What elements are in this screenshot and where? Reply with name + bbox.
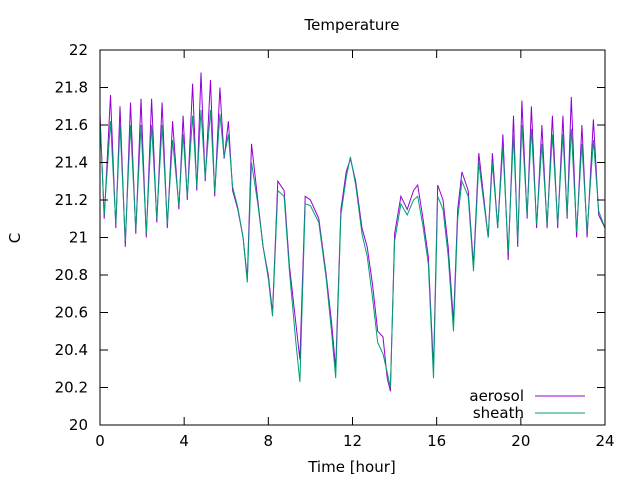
series-layer bbox=[99, 72, 606, 392]
x-tick-label: 20 bbox=[511, 432, 530, 450]
y-tick-label: 21.6 bbox=[55, 116, 88, 134]
y-tick-label: 20.8 bbox=[55, 266, 88, 284]
legend-label-sheath: sheath bbox=[473, 404, 524, 422]
y-tick-label: 22 bbox=[69, 41, 88, 59]
y-tick-label: 21.2 bbox=[55, 191, 88, 209]
chart-title: Temperature bbox=[303, 16, 399, 34]
x-tick-label: 0 bbox=[95, 432, 105, 450]
y-tick-label: 20.2 bbox=[55, 379, 88, 397]
x-tick-label: 8 bbox=[264, 432, 274, 450]
y-tick-label: 20 bbox=[69, 416, 88, 434]
x-axis-label: Time [hour] bbox=[307, 458, 396, 476]
x-tick-label: 24 bbox=[595, 432, 614, 450]
legend-label-aerosol: aerosol bbox=[469, 387, 524, 405]
ticks-layer: 0 4 8 12 16 20 24 20 20.2 20.4 20.6 20.8 21 21.2 21.4 2… bbox=[55, 41, 615, 450]
y-tick-label: 20.4 bbox=[55, 341, 88, 359]
y-tick-label: 20.6 bbox=[55, 304, 88, 322]
y-axis-label: C bbox=[6, 233, 24, 243]
y-tick-label: 21.4 bbox=[55, 154, 88, 172]
series-line-sheath bbox=[99, 109, 606, 388]
x-tick-label: 16 bbox=[427, 432, 446, 450]
y-tick-label: 21.8 bbox=[55, 79, 88, 97]
x-tick-label: 4 bbox=[179, 432, 189, 450]
plot-frame bbox=[99, 49, 606, 426]
x-tick-label: 12 bbox=[343, 432, 362, 450]
y-tick-label: 21 bbox=[69, 229, 88, 247]
